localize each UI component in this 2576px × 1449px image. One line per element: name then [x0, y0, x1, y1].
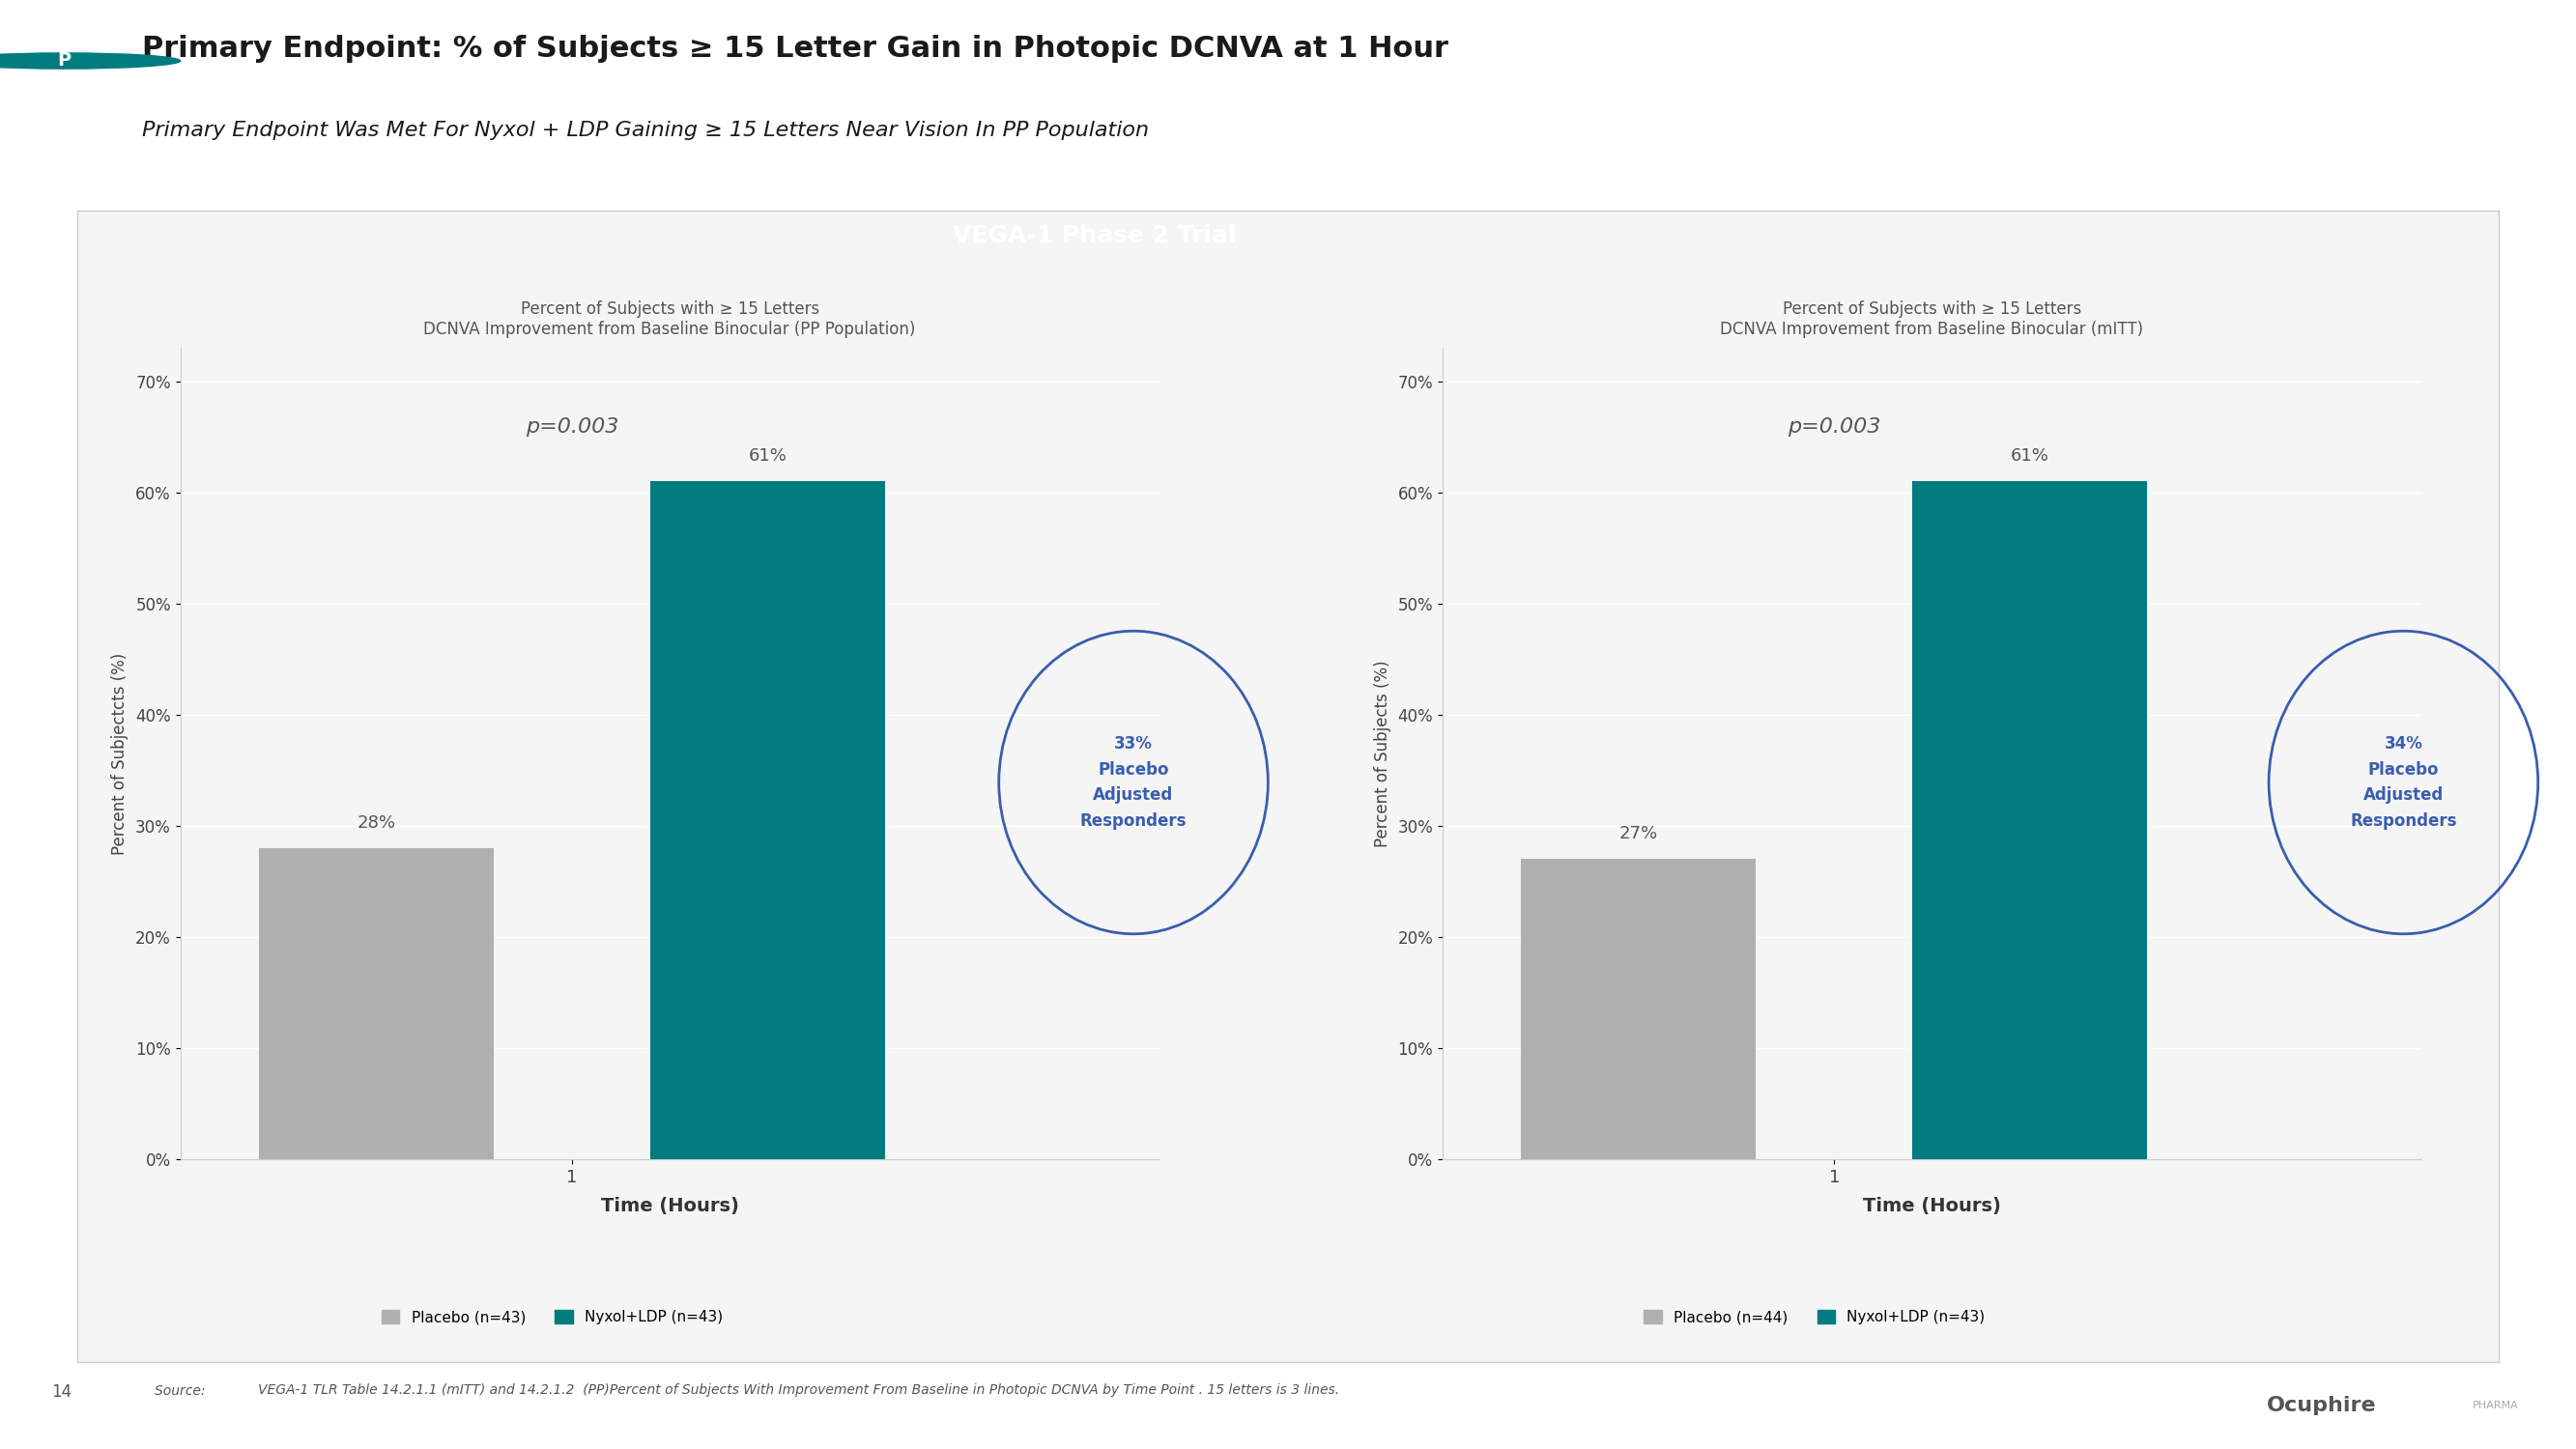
- Text: Ocuphire: Ocuphire: [2267, 1395, 2378, 1416]
- Text: 14: 14: [52, 1384, 72, 1401]
- Title: Percent of Subjects with ≥ 15 Letters
DCNVA Improvement from Baseline Binocular : Percent of Subjects with ≥ 15 Letters DC…: [1721, 301, 2143, 338]
- Text: 27%: 27%: [1618, 824, 1659, 842]
- Y-axis label: Percent of Subjects (%): Percent of Subjects (%): [1373, 659, 1391, 848]
- Legend: Placebo (n=44), Nyxol+LDP (n=43): Placebo (n=44), Nyxol+LDP (n=43): [1638, 1304, 1991, 1330]
- Circle shape: [0, 54, 180, 68]
- Text: 34%
Placebo
Adjusted
Responders: 34% Placebo Adjusted Responders: [2349, 736, 2458, 829]
- Legend: Placebo (n=43), Nyxol+LDP (n=43): Placebo (n=43), Nyxol+LDP (n=43): [376, 1304, 729, 1330]
- X-axis label: Time (Hours): Time (Hours): [1862, 1197, 2002, 1216]
- Y-axis label: Percent of Subjectcts (%): Percent of Subjectcts (%): [111, 652, 129, 855]
- Text: 61%: 61%: [2012, 448, 2048, 465]
- Title: Percent of Subjects with ≥ 15 Letters
DCNVA Improvement from Baseline Binocular : Percent of Subjects with ≥ 15 Letters DC…: [422, 301, 917, 338]
- Text: PHARMA: PHARMA: [2473, 1401, 2519, 1410]
- Text: p=0.003: p=0.003: [1788, 417, 1880, 436]
- Bar: [1520, 859, 1757, 1159]
- Bar: [1911, 481, 2148, 1159]
- Text: VEGA-1 TLR Table 14.2.1.1 (mITT) and 14.2.1.2  (PP)Percent of Subjects With Impr: VEGA-1 TLR Table 14.2.1.1 (mITT) and 14.…: [258, 1384, 1340, 1397]
- Text: P: P: [57, 52, 72, 70]
- Text: 61%: 61%: [750, 448, 786, 465]
- Text: VEGA-1 Phase 2 Trial: VEGA-1 Phase 2 Trial: [953, 225, 1236, 246]
- Text: Primary Endpoint: % of Subjects ≥ 15 Letter Gain in Photopic DCNVA at 1 Hour: Primary Endpoint: % of Subjects ≥ 15 Let…: [142, 35, 1448, 62]
- Text: p=0.003: p=0.003: [526, 417, 618, 436]
- Text: Primary Endpoint Was Met For Nyxol + LDP Gaining ≥ 15 Letters Near Vision In PP : Primary Endpoint Was Met For Nyxol + LDP…: [142, 120, 1149, 141]
- Text: 33%
Placebo
Adjusted
Responders: 33% Placebo Adjusted Responders: [1079, 736, 1188, 829]
- Text: Source:: Source:: [155, 1384, 209, 1397]
- X-axis label: Time (Hours): Time (Hours): [600, 1197, 739, 1216]
- Bar: [649, 481, 886, 1159]
- Bar: [258, 848, 495, 1159]
- Text: 28%: 28%: [355, 814, 397, 832]
